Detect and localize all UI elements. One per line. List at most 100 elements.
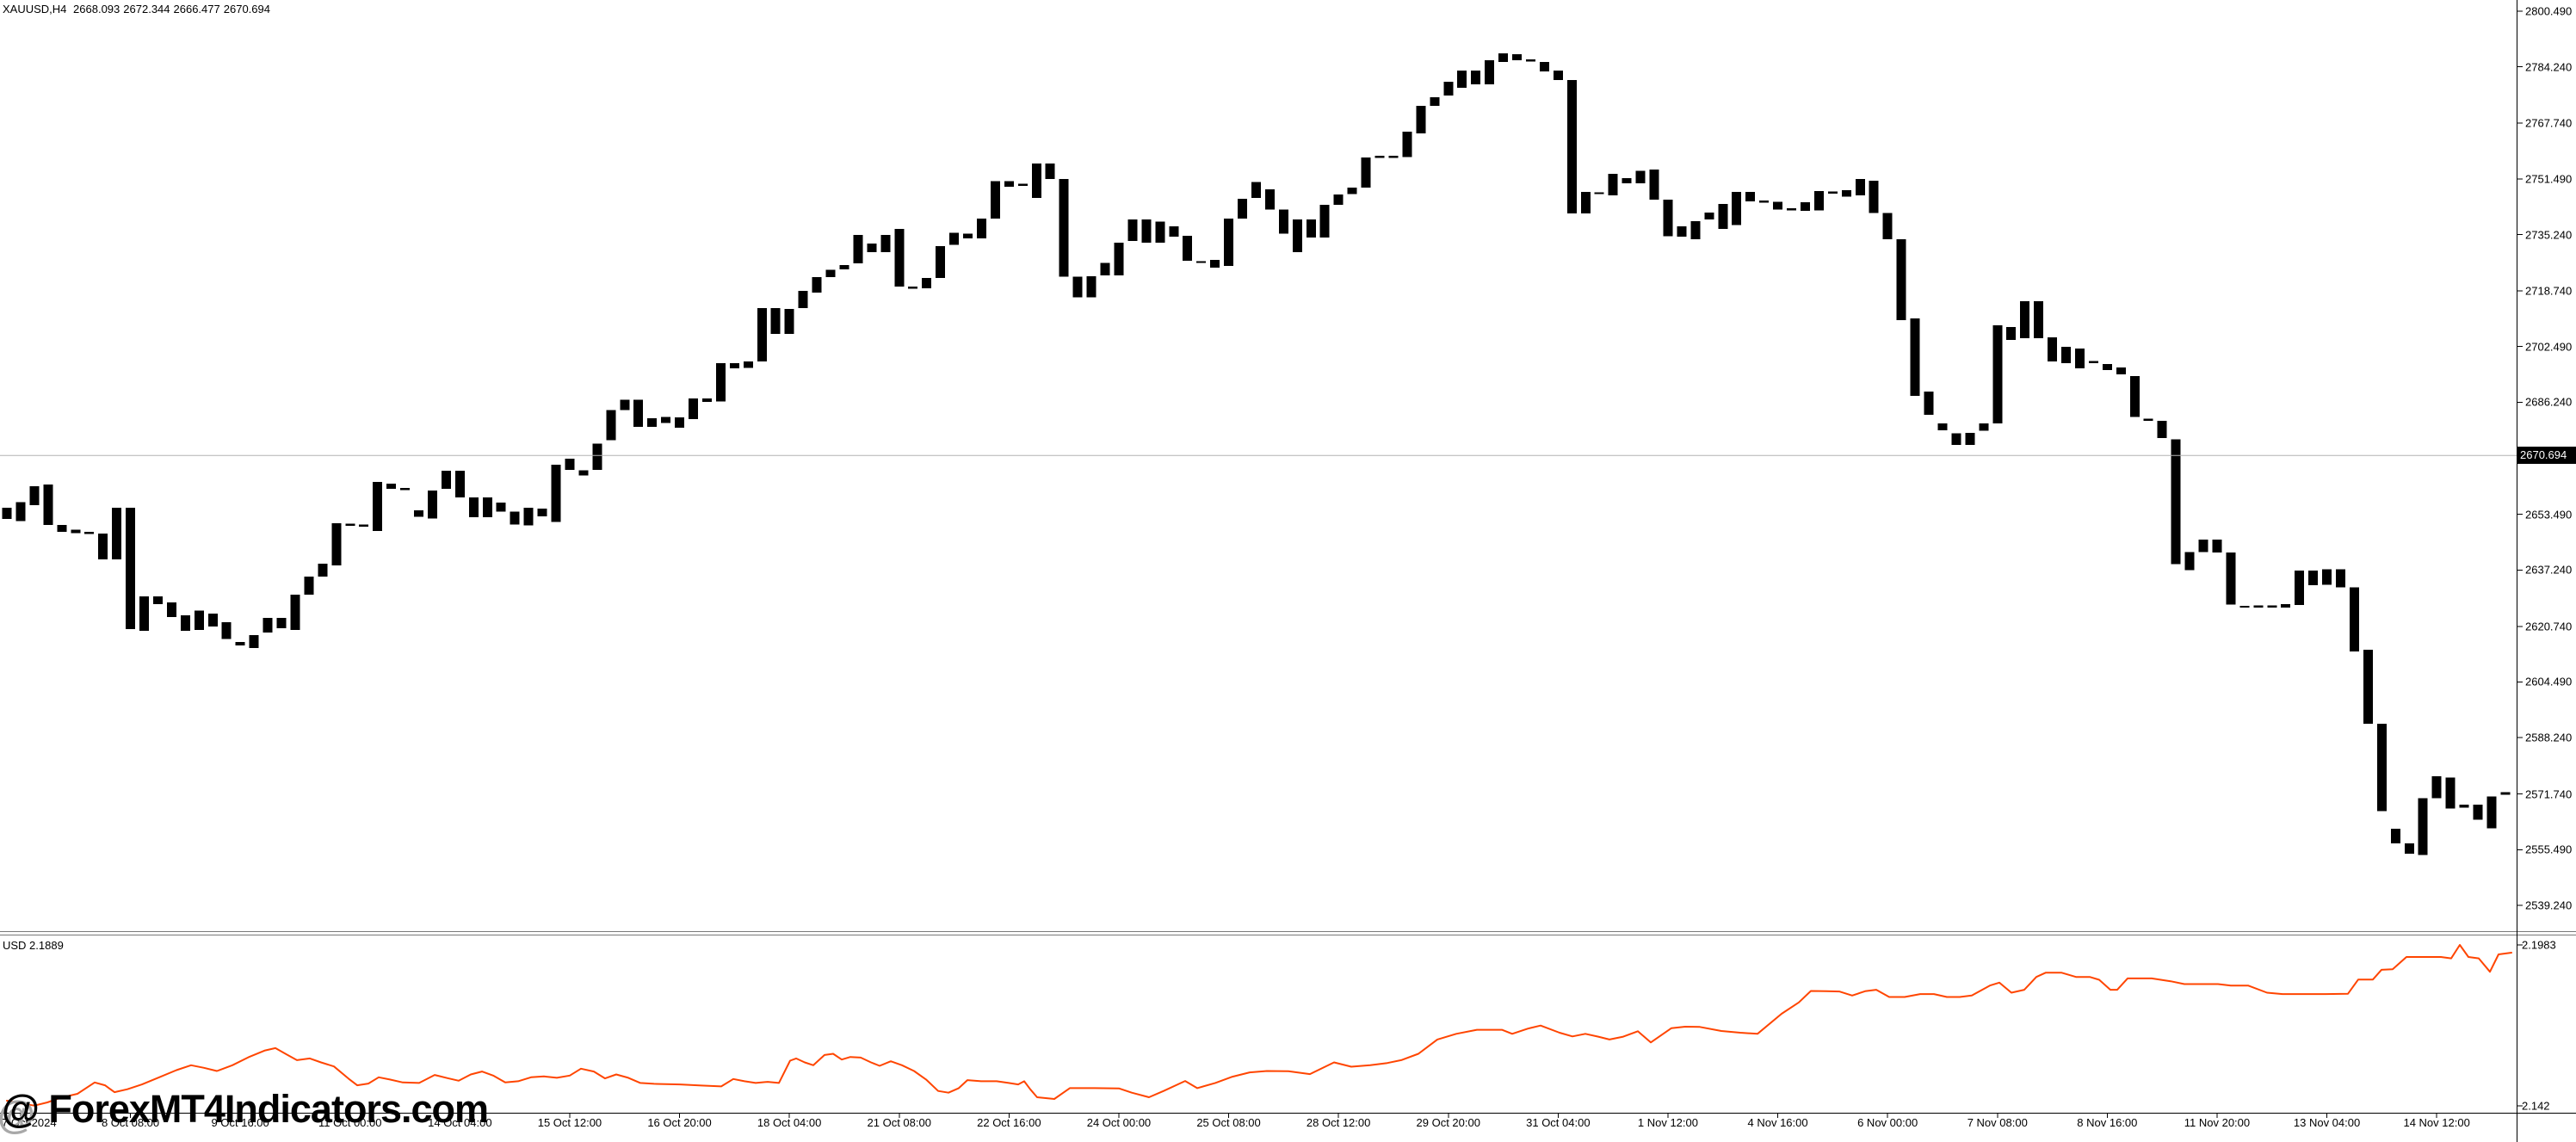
candle-body xyxy=(701,398,712,403)
candle-body xyxy=(1100,262,1110,275)
candle-body xyxy=(1635,170,1646,184)
watermark-shadow-at-glyph: @ xyxy=(0,1093,35,1137)
candle-body xyxy=(2267,605,2277,608)
candle-body xyxy=(1924,391,1934,415)
candle-body xyxy=(523,508,534,526)
candle-body xyxy=(880,235,891,252)
time-axis-label: 29 Oct 20:00 xyxy=(1416,1116,1480,1129)
watermark: @ @ ForexMT4Indicators.com xyxy=(0,1090,489,1134)
candle-body xyxy=(1210,260,1220,268)
candle-body xyxy=(1855,178,1865,195)
ohlc-low: 2666.477 xyxy=(173,3,220,15)
price-axis-label: 2571.740 xyxy=(2525,787,2573,801)
candle-body xyxy=(1224,218,1234,266)
candle-body xyxy=(152,596,163,605)
candle-body xyxy=(2198,540,2208,552)
time-axis-label: 14 Nov 12:00 xyxy=(2403,1116,2470,1129)
time-axis-label: 13 Nov 04:00 xyxy=(2293,1116,2361,1129)
indicator-label: USD 2.1889 xyxy=(3,939,64,952)
price-axis-label: 2751.490 xyxy=(2525,172,2573,186)
candle-body xyxy=(620,399,630,411)
candle-body xyxy=(1594,192,1604,194)
candle-body xyxy=(1525,59,1535,62)
candle-body xyxy=(1622,178,1632,184)
candle-body xyxy=(798,290,808,308)
pane-splitter xyxy=(0,931,2576,932)
candle-body xyxy=(2034,300,2044,338)
candle-body xyxy=(2006,327,2017,341)
candle-body xyxy=(2308,570,2319,585)
candle-body xyxy=(2322,569,2332,585)
candle-body xyxy=(689,398,698,420)
candle-body xyxy=(2253,605,2264,608)
candle-body xyxy=(359,524,369,527)
candle-body xyxy=(180,614,190,631)
candle-body xyxy=(853,235,863,264)
candle-body xyxy=(84,531,95,534)
candle-body xyxy=(15,502,26,522)
candle-body xyxy=(1512,54,1522,60)
candle-body xyxy=(2074,349,2085,369)
ohlc-open: 2668.093 xyxy=(73,3,120,15)
candle-body xyxy=(936,245,946,279)
candle-body xyxy=(812,276,822,293)
time-axis-label: 22 Oct 16:00 xyxy=(977,1116,1041,1129)
ohlc-close: 2670.694 xyxy=(223,3,270,15)
candle-body xyxy=(2459,805,2469,808)
candle-body xyxy=(2088,361,2098,363)
candle-body xyxy=(1017,183,1028,187)
candle-body xyxy=(1292,219,1302,252)
candle-body xyxy=(276,618,287,629)
candle-body xyxy=(1169,226,1179,238)
candle-body xyxy=(441,471,451,490)
candle-body xyxy=(770,308,781,334)
candle-body xyxy=(2473,805,2483,820)
candle-body xyxy=(414,510,423,517)
candle-body xyxy=(825,269,836,277)
candle-body xyxy=(510,511,520,525)
time-axis-label: 11 Nov 20:00 xyxy=(2184,1116,2251,1129)
candle-body xyxy=(1718,203,1728,229)
time-axis-label: 4 Nov 16:00 xyxy=(1747,1116,1808,1129)
candle-body xyxy=(551,464,561,522)
candle-body xyxy=(1800,201,1810,211)
indicator-line xyxy=(6,944,2512,1107)
current-price-tag: 2670.694 xyxy=(2517,447,2576,465)
candle-body xyxy=(71,529,81,534)
candle-body xyxy=(592,443,602,470)
candle-body xyxy=(867,244,877,252)
candle-body xyxy=(2143,418,2153,422)
time-axis-label: 31 Oct 04:00 xyxy=(1526,1116,1591,1129)
candle-body xyxy=(2048,336,2058,361)
candle-body xyxy=(1992,325,2003,424)
candle-body xyxy=(1127,219,1138,241)
candle-body xyxy=(98,533,108,560)
candle-body xyxy=(1374,156,1385,158)
candle-body xyxy=(1196,261,1207,263)
candle-body xyxy=(1333,194,1344,206)
time-axis-label: 7 Nov 08:00 xyxy=(1967,1116,2028,1129)
candle-body xyxy=(1566,79,1577,214)
candle-body xyxy=(1004,181,1014,187)
candle-body xyxy=(729,362,739,368)
candle-body xyxy=(427,491,437,519)
price-axis-label: 2686.240 xyxy=(2525,395,2573,409)
candle-body xyxy=(1319,205,1330,238)
candle-body xyxy=(126,508,136,629)
time-axis-label: 16 Oct 20:00 xyxy=(647,1116,712,1129)
candle-body xyxy=(2,508,12,519)
candle-body xyxy=(1910,318,1920,396)
candle-body xyxy=(1690,221,1701,239)
candle-body xyxy=(675,417,685,428)
candle-body xyxy=(1813,191,1824,211)
candle-body xyxy=(290,595,300,631)
price-axis-label: 2637.240 xyxy=(2525,563,2573,577)
candle-body xyxy=(1677,226,1687,238)
candle-body xyxy=(1443,81,1454,96)
candle-body xyxy=(922,278,932,289)
candle-body xyxy=(331,522,342,565)
candle-body xyxy=(976,218,986,239)
chart-symbol-period: XAUUSD,H4 xyxy=(3,3,67,15)
candle-body xyxy=(949,232,960,245)
